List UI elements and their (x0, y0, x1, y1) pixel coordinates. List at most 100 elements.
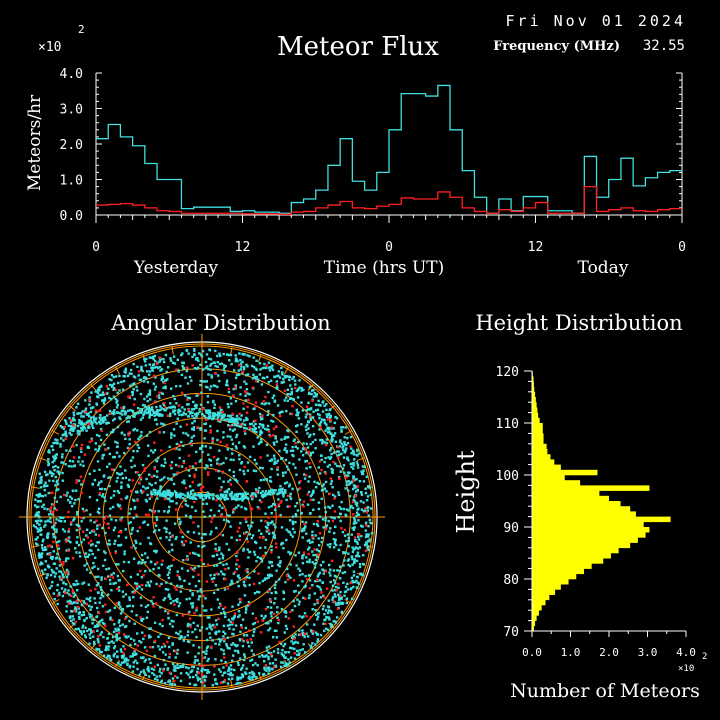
polar-point-cyan (233, 614, 236, 618)
polar-point-cyan (198, 595, 202, 598)
polar-point-cyan (115, 480, 118, 483)
polar-point-red (269, 435, 272, 438)
polar-radial-line (115, 366, 120, 375)
polar-point-cyan (208, 623, 211, 626)
polar-point-cyan (209, 636, 212, 639)
polar-point-red (164, 406, 167, 409)
polar-point-cyan (186, 634, 189, 637)
polar-point-cyan (316, 575, 319, 578)
polar-point-cyan (34, 519, 38, 523)
polar-point-cyan (108, 514, 112, 517)
polar-point-cyan (38, 523, 41, 526)
polar-point-cyan (121, 477, 124, 480)
polar-point-cyan (344, 474, 348, 477)
polar-point-cyan (151, 645, 155, 649)
polar-point-cyan (294, 521, 297, 524)
polar-point-cyan (38, 529, 42, 532)
polar-point-red (291, 404, 294, 408)
polar-point-cyan (292, 398, 295, 401)
polar-point-cyan (133, 464, 136, 467)
polar-point-red (132, 403, 136, 406)
polar-point-cyan (78, 611, 81, 614)
polar-point-cyan (179, 425, 182, 428)
polar-point-cyan (168, 565, 171, 568)
polar-point-red (196, 426, 199, 429)
polar-point-cyan (308, 512, 312, 515)
polar-point-cyan (259, 546, 262, 550)
polar-point-cyan (56, 483, 60, 486)
polar-point-cyan (75, 510, 79, 514)
polar-point-cyan (291, 377, 294, 380)
polar-point-red (304, 447, 307, 451)
polar-point-cyan (174, 490, 177, 493)
polar-point-cyan (192, 434, 196, 438)
polar-point-cyan (178, 413, 181, 416)
polar-radial-line (51, 599, 60, 604)
polar-point-cyan (342, 464, 346, 467)
polar-point-cyan (322, 622, 325, 625)
polar-point-cyan (229, 525, 232, 528)
polar-point-cyan (305, 532, 308, 535)
polar-point-cyan (243, 507, 247, 510)
polar-point-cyan (327, 456, 330, 459)
polar-point-cyan (215, 494, 218, 498)
polar-point-red (71, 557, 75, 560)
polar-point-cyan (168, 497, 171, 501)
polar-point-cyan (311, 451, 315, 454)
polar-point-cyan (338, 453, 341, 456)
polar-point-cyan (269, 379, 273, 382)
polar-point-cyan (112, 641, 115, 644)
polar-point-cyan (128, 619, 131, 623)
polar-point-cyan (357, 535, 360, 539)
polar-point-cyan (230, 438, 233, 441)
polar-point-cyan (230, 420, 233, 423)
polar-point-cyan (273, 399, 277, 402)
polar-point-cyan (272, 420, 275, 423)
polar-point-cyan (112, 630, 116, 634)
polar-point-cyan (169, 359, 173, 362)
polar-point-cyan (283, 610, 286, 614)
polar-point-cyan (260, 383, 264, 386)
polar-point-cyan (60, 570, 63, 573)
polar-point-cyan (308, 391, 311, 394)
polar-point-red (85, 603, 88, 606)
polar-point-cyan (325, 442, 329, 445)
polar-point-cyan (142, 637, 145, 641)
polar-point-cyan (51, 555, 54, 559)
polar-point-cyan (35, 513, 38, 516)
polar-point-cyan (300, 450, 303, 453)
polar-point-cyan (254, 422, 257, 426)
polar-point-cyan (272, 413, 275, 417)
polar-point-cyan (192, 400, 195, 404)
polar-point-cyan (358, 452, 361, 455)
polar-point-cyan (306, 423, 309, 427)
polar-point-cyan (42, 538, 45, 541)
height-bar (532, 620, 536, 627)
polar-point-cyan (118, 544, 121, 547)
polar-point-cyan (331, 493, 335, 497)
polar-point-cyan (260, 654, 264, 657)
polar-point-red (107, 526, 110, 529)
polar-point-cyan (185, 349, 189, 352)
polar-point-cyan (52, 441, 55, 445)
polar-point-cyan (203, 429, 207, 432)
polar-point-cyan (188, 397, 192, 400)
polar-point-cyan (218, 352, 221, 355)
polar-point-cyan (233, 507, 236, 511)
polar-point-cyan (281, 471, 285, 475)
polar-point-cyan (307, 490, 311, 494)
polar-point-cyan (125, 625, 128, 628)
polar-point-cyan (229, 458, 232, 461)
polar-point-cyan (160, 563, 163, 566)
polar-point-red (69, 594, 73, 597)
polar-point-cyan (52, 535, 55, 539)
polar-point-cyan (252, 672, 256, 675)
polar-point-cyan (229, 397, 232, 400)
polar-point-cyan (350, 465, 353, 469)
polar-point-cyan (176, 417, 179, 420)
polar-point-red (226, 587, 230, 590)
polar-point-cyan (177, 632, 180, 636)
polar-point-cyan (331, 598, 334, 601)
polar-point-cyan (209, 368, 212, 371)
polar-point-red (329, 477, 332, 480)
